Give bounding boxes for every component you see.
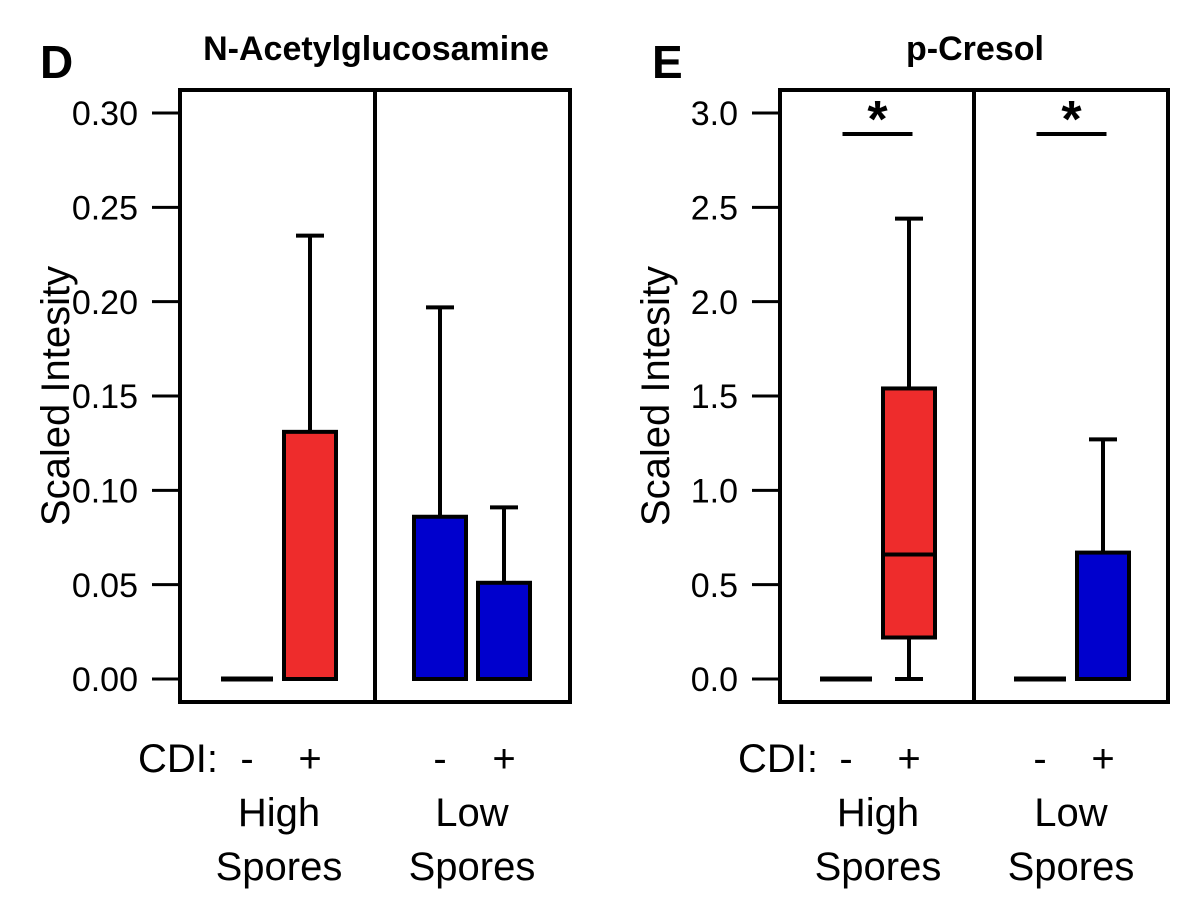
panel-e-group-label-high-line1: High (837, 791, 919, 835)
panel-e-y-tick-label: 2.0 (691, 284, 738, 322)
panel-e-y-tick-label: 1.5 (691, 378, 738, 416)
panel-e-title: p-Cresol (906, 30, 1044, 68)
panel-d-group-label-high-line2: Spores (216, 845, 343, 889)
panel-d-title: N-Acetylglucosamine (203, 30, 549, 68)
panel-e-y-tick-label: 1.0 (691, 473, 738, 511)
panel-e-y-tick-label: 0.0 (691, 661, 738, 699)
panel-d-group-label-low-line2: Spores (409, 845, 536, 889)
panel-d-y-axis-label: Scaled Intesity (34, 266, 78, 526)
panel-d-box-low-minus-cdi-label: - (433, 737, 446, 781)
panel-d-y-tick-label: 0.20 (72, 284, 138, 322)
panel-d-box-high-plus (282, 429, 338, 682)
panel-d-group-label-low-line1: Low (435, 791, 508, 835)
panel-e-box-low-plus (1075, 550, 1131, 681)
panel-e-group-label-high-line2: Spores (815, 845, 942, 889)
panel-d-y-tick-label: 0.10 (72, 473, 138, 511)
panel-e-box-low-plus-cdi-label: + (1091, 737, 1114, 781)
panel-d-y-tick-label: 0.25 (72, 190, 138, 228)
panel-d-box-high-minus-cdi-label: - (240, 737, 253, 781)
panel-e-group-label-low-line1: Low (1034, 791, 1107, 835)
panel-e-y-tick-label: 0.5 (691, 567, 738, 605)
panel-e-cdi-prefix: CDI: (738, 737, 818, 781)
panel-d-letter: D (40, 36, 73, 88)
panel-d-y-tick-label: 0.05 (72, 567, 138, 605)
panel-e-box-high-plus (881, 386, 937, 640)
panel-d-box-low-plus (476, 580, 532, 682)
panel-e-significance-star-low: * (1061, 91, 1082, 149)
panel-d-cdi-prefix: CDI: (138, 737, 218, 781)
panel-e-group-label-low-line2: Spores (1008, 845, 1135, 889)
panel-e-box-high-plus-cdi-label: + (897, 737, 920, 781)
panel-e-y-tick-label: 2.5 (691, 190, 738, 228)
panel-e-significance-star-high: * (867, 91, 888, 149)
panel-d-y-tick-label: 0.15 (72, 378, 138, 416)
panel-d-box-low-plus-cdi-label: + (492, 737, 515, 781)
panel-e-box-low-minus-cdi-label: - (1033, 737, 1046, 781)
panel-e-y-axis-label: Scaled Intesity (634, 266, 678, 526)
panel-d-y-tick-label: 0.00 (72, 661, 138, 699)
panel-d-y-tick-label: 0.30 (72, 95, 138, 133)
panel-e-y-tick-label: 3.0 (691, 95, 738, 133)
panel-d-box-low-minus (412, 514, 468, 681)
panel-e-letter: E (652, 36, 683, 88)
panel-e-box-high-minus-cdi-label: - (839, 737, 852, 781)
panel-d-box-high-plus-cdi-label: + (298, 737, 321, 781)
panel-d-group-label-high-line1: High (238, 791, 320, 835)
